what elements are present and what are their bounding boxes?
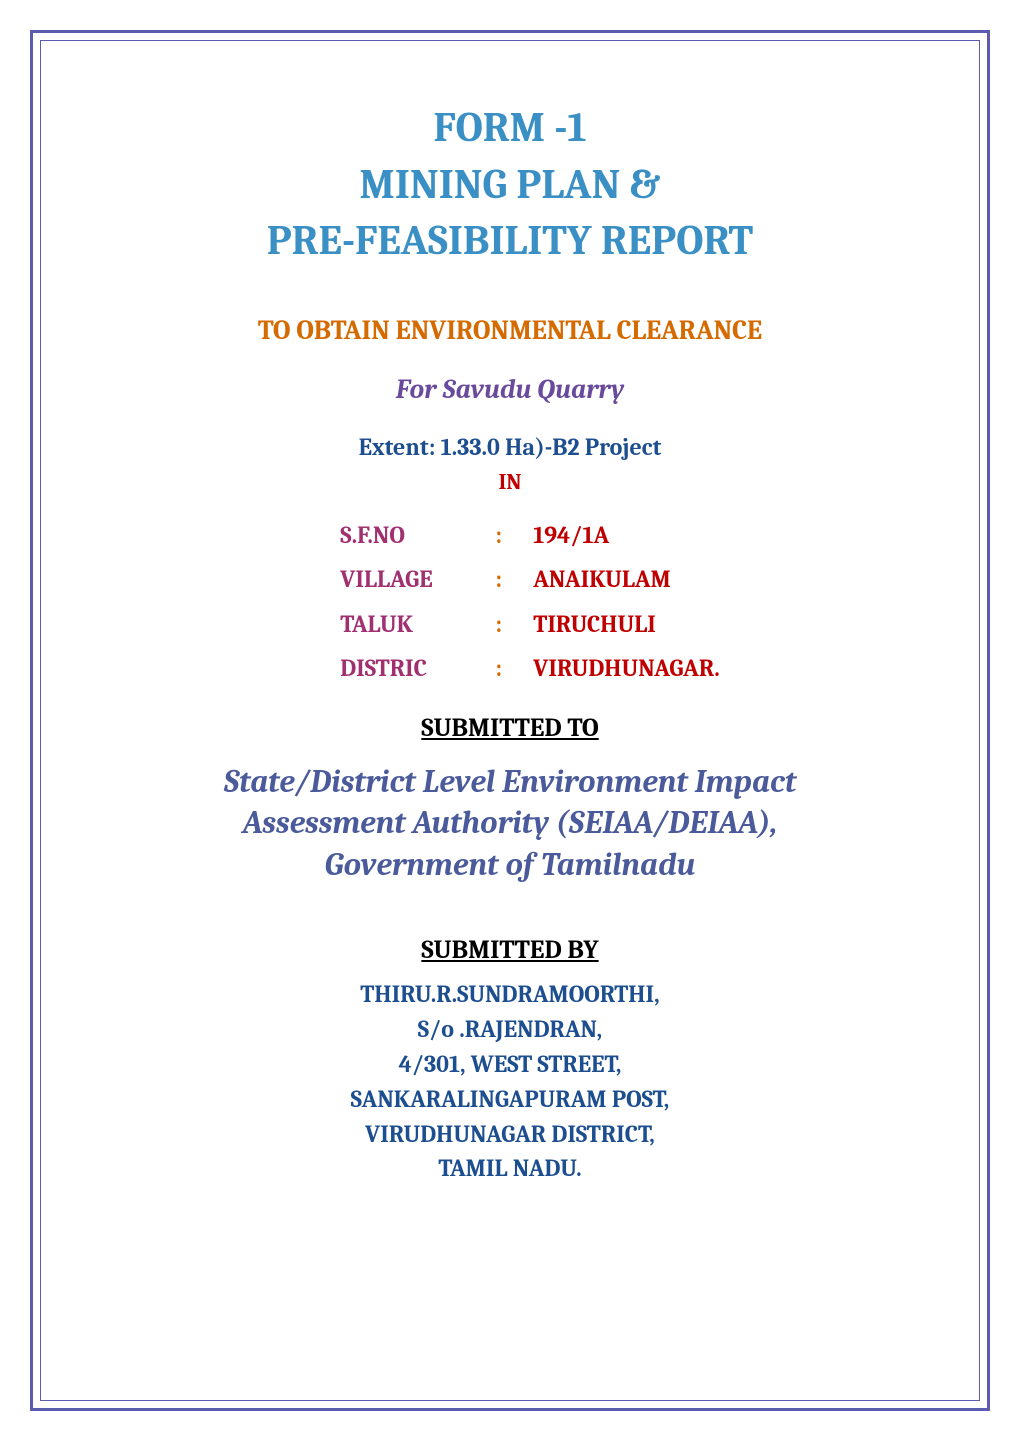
authority-line3: Government of Tamilnadu bbox=[224, 844, 796, 886]
location-colon: : bbox=[495, 646, 533, 690]
authority-block: State/District Level Environment Impact … bbox=[224, 761, 796, 886]
applicant-block: THIRU.R.SUNDRAMOORTHI, S/o .RAJENDRAN, 4… bbox=[351, 977, 670, 1186]
extent-line: Extent: 1.33.0 Ha)-B2 Project bbox=[359, 433, 662, 461]
applicant-line2: S/o .RAJENDRAN, bbox=[351, 1012, 670, 1047]
form-title-line1: FORM -1 bbox=[433, 100, 586, 157]
location-label: TALUK bbox=[340, 602, 495, 646]
location-value: 194/1A bbox=[533, 513, 609, 557]
quarry-name: For Savudu Quarry bbox=[396, 374, 625, 405]
location-colon: : bbox=[495, 513, 533, 557]
location-row-district: DISTRIC : VIRUDHUNAGAR. bbox=[340, 646, 719, 690]
applicant-line6: TAMIL NADU. bbox=[351, 1151, 670, 1186]
subtitle-clearance: TO OBTAIN ENVIRONMENTAL CLEARANCE bbox=[258, 315, 762, 346]
form-title-line3: PRE-FEASIBILITY REPORT bbox=[267, 213, 753, 270]
location-row-sfno: S.F.NO : 194/1A bbox=[340, 513, 719, 557]
location-value: TIRUCHULI bbox=[533, 602, 656, 646]
page-content: FORM -1 MINING PLAN & PRE-FEASIBILITY RE… bbox=[60, 60, 960, 1381]
location-value: ANAIKULAM bbox=[533, 557, 671, 601]
location-row-village: VILLAGE : ANAIKULAM bbox=[340, 557, 719, 601]
applicant-line4: SANKARALINGAPURAM POST, bbox=[351, 1082, 670, 1117]
location-label: DISTRIC bbox=[340, 646, 495, 690]
applicant-line5: VIRUDHUNAGAR DISTRICT, bbox=[351, 1117, 670, 1152]
applicant-line1: THIRU.R.SUNDRAMOORTHI, bbox=[351, 977, 670, 1012]
in-label: IN bbox=[499, 469, 522, 495]
authority-line2: Assessment Authority (SEIAA/DEIAA), bbox=[224, 802, 796, 844]
authority-line1: State/District Level Environment Impact bbox=[224, 761, 796, 803]
form-title-line2: MINING PLAN & bbox=[359, 157, 660, 214]
location-table: S.F.NO : 194/1A VILLAGE : ANAIKULAM TALU… bbox=[340, 513, 719, 691]
location-colon: : bbox=[495, 557, 533, 601]
location-row-taluk: TALUK : TIRUCHULI bbox=[340, 602, 719, 646]
location-colon: : bbox=[495, 602, 533, 646]
submitted-to-heading: SUBMITTED TO bbox=[421, 713, 598, 743]
applicant-line3: 4/301, WEST STREET, bbox=[351, 1047, 670, 1082]
submitted-by-heading: SUBMITTED BY bbox=[421, 935, 598, 965]
location-label: S.F.NO bbox=[340, 513, 495, 557]
location-label: VILLAGE bbox=[340, 557, 495, 601]
location-value: VIRUDHUNAGAR. bbox=[533, 646, 719, 690]
